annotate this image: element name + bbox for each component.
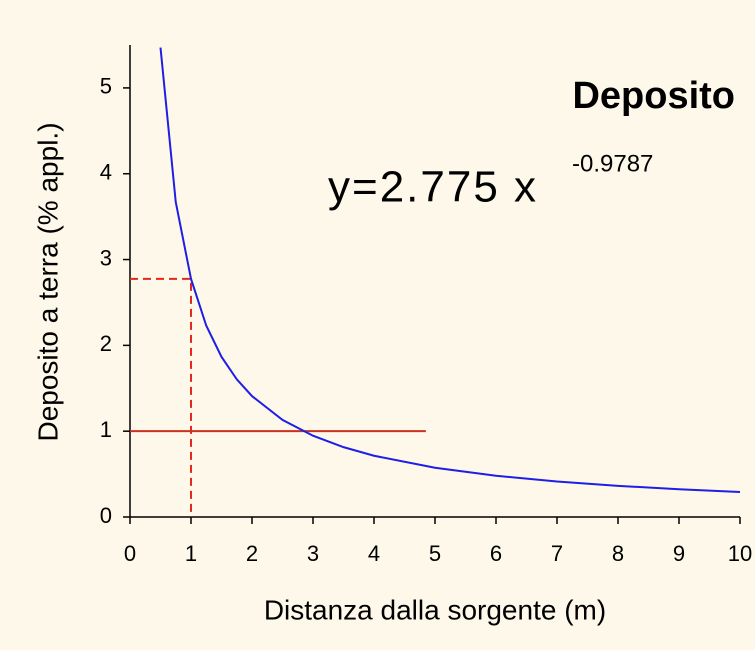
- y-axis-label: Deposito a terra (% appl.): [32, 122, 63, 441]
- y-tick-label: 3: [100, 245, 112, 270]
- y-tick-label: 0: [100, 503, 112, 528]
- x-tick-label: 0: [124, 541, 136, 566]
- y-tick-label: 2: [100, 331, 112, 356]
- x-tick-label: 10: [728, 541, 752, 566]
- reference-line: [130, 277, 192, 517]
- x-tick-label: 5: [429, 541, 441, 566]
- x-tick-label: 8: [612, 541, 624, 566]
- equation-exponent: -0.9787: [572, 150, 653, 177]
- curve: [159, 47, 741, 494]
- x-tick-label: 3: [307, 541, 319, 566]
- x-tick-label: 2: [246, 541, 258, 566]
- x-tick-label: 9: [673, 541, 685, 566]
- y-tick-label: 5: [100, 74, 112, 99]
- y-tick-label: 4: [100, 160, 112, 185]
- x-axis-label: Distanza dalla sorgente (m): [264, 594, 606, 625]
- x-tick-label: 4: [368, 541, 380, 566]
- x-tick-label: 7: [551, 541, 563, 566]
- y-tick-label: 1: [100, 417, 112, 442]
- x-tick-label: 1: [185, 541, 197, 566]
- equation: y=2.775 x: [328, 163, 538, 212]
- chart-title: Deposito: [572, 75, 735, 117]
- x-tick-label: 6: [490, 541, 502, 566]
